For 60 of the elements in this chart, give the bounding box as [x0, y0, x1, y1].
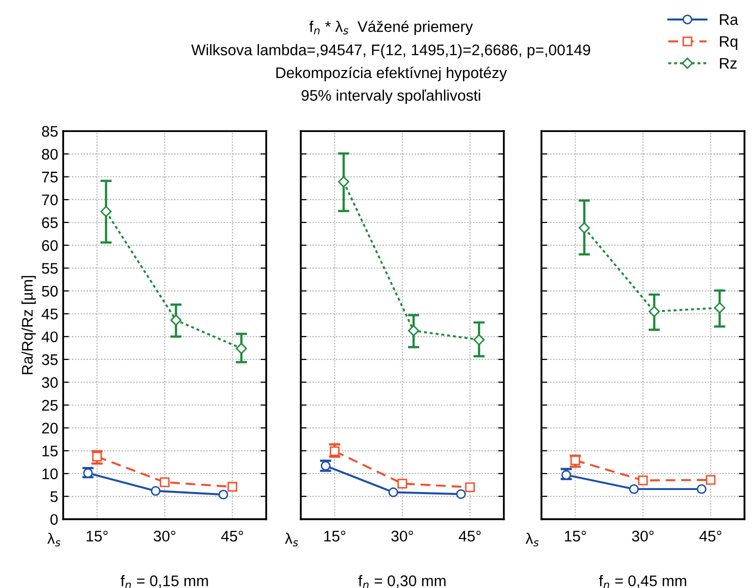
- y-tick-label: 20: [42, 422, 58, 434]
- point: [456, 489, 466, 499]
- y-tick-label: 40: [42, 331, 58, 342]
- x-tick-label: 15°: [86, 530, 108, 542]
- point: [92, 452, 102, 462]
- text: λ$_{s}$: [526, 532, 539, 546]
- y-tick-label: 60: [42, 240, 58, 251]
- point: [397, 478, 408, 488]
- y-tick-label: 70: [42, 194, 58, 206]
- x-tick-label: 30°: [391, 530, 413, 542]
- point: [338, 176, 350, 188]
- point: [218, 490, 228, 500]
- chart-title: f$_{n}$ * λ$_{s}$ Vážené priemery: [309, 20, 473, 35]
- point: [578, 222, 590, 234]
- x-tick-label: 30°: [154, 530, 176, 542]
- x-tick-label: 15°: [564, 530, 586, 542]
- point: [473, 334, 485, 346]
- x-tick-label: 30°: [632, 530, 654, 542]
- legend-label: Rz: [720, 58, 737, 69]
- point: [714, 302, 726, 314]
- point: [696, 484, 706, 494]
- y-tick-label: 0: [50, 514, 58, 525]
- point: [648, 306, 660, 318]
- y-axis-title: Ra/Rq/Rz [µm]: [22, 276, 36, 374]
- x-tick-label: 15°: [324, 530, 346, 542]
- y-tick-label: 45: [42, 308, 58, 320]
- legend-label: Ra: [720, 14, 738, 25]
- y-tick-label: 30: [42, 377, 58, 388]
- point: [100, 206, 112, 218]
- y-tick-label: 5: [50, 491, 58, 502]
- point: [629, 484, 639, 494]
- point: [706, 475, 716, 485]
- y-tick-label: 25: [42, 400, 58, 411]
- x-tick-label: 45°: [699, 530, 722, 542]
- y-tick-label: 50: [42, 286, 58, 297]
- y-tick-label: 85: [42, 126, 58, 137]
- y-tick-label: 75: [42, 172, 58, 182]
- x-tick-label: 45°: [458, 530, 481, 542]
- y-tick-label: 15: [42, 446, 58, 456]
- y-tick-label: 80: [42, 148, 58, 160]
- point: [228, 482, 238, 492]
- point: [170, 314, 182, 326]
- y-tick-label: 65: [42, 217, 58, 228]
- point: [150, 486, 161, 496]
- y-tick-label: 35: [42, 354, 58, 366]
- chart-subtitle: Wilksova lambda=,94547, F(12, 1495,1)=2,6686, p=,00149 Dekompozícia efektívnej hypotézy 95% intervaly spoľahlivosti: [191, 44, 590, 104]
- x-tick-label: 45°: [221, 530, 244, 542]
- point: [236, 342, 247, 354]
- point: [330, 446, 340, 456]
- point: [465, 482, 475, 492]
- point: [408, 325, 420, 336]
- text: λ$_{s}$: [284, 532, 298, 546]
- text: λ$_{s}$: [47, 532, 60, 546]
- y-tick-label: 55: [42, 263, 58, 274]
- point: [160, 477, 170, 488]
- y-tick-label: 10: [42, 468, 58, 480]
- point: [570, 455, 580, 466]
- point: [638, 476, 648, 486]
- legend-label: Rq: [720, 36, 738, 50]
- point: [388, 487, 398, 498]
